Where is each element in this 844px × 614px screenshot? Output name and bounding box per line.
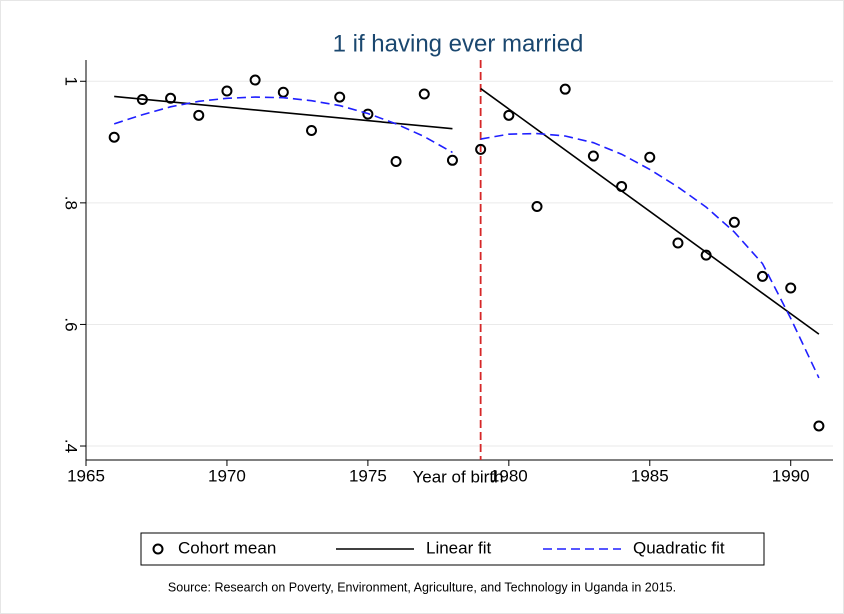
legend-box — [140, 532, 765, 566]
data-point — [785, 282, 797, 294]
data-point — [644, 151, 656, 163]
x-tick-label: 1970 — [208, 466, 246, 485]
data-point — [165, 92, 177, 104]
legend-label: Quadratic fit — [633, 538, 725, 557]
data-point — [531, 201, 543, 213]
data-point — [193, 109, 205, 121]
y-tick-label: .6 — [62, 317, 81, 331]
data-point — [334, 91, 346, 103]
data-point — [559, 83, 571, 95]
data-point — [277, 86, 289, 98]
legend-label: Linear fit — [426, 538, 491, 557]
data-point — [757, 270, 769, 282]
source-note: Source: Research on Poverty, Environment… — [168, 580, 676, 594]
data-point — [503, 109, 515, 121]
data-point — [418, 88, 430, 100]
data-point — [672, 237, 684, 249]
x-tick-label: 1980 — [490, 466, 528, 485]
legend-label: Cohort mean — [178, 538, 276, 557]
x-tick-label: 1965 — [67, 466, 105, 485]
x-tick-label: 1990 — [772, 466, 810, 485]
data-point — [475, 143, 487, 155]
data-point — [587, 150, 599, 162]
data-point — [390, 156, 402, 168]
data-point — [221, 85, 233, 97]
x-axis-title: Year of birth — [412, 467, 503, 486]
y-tick-label: 1 — [62, 77, 81, 86]
legend-symbol — [152, 543, 164, 555]
data-point — [306, 125, 318, 137]
y-tick-label: .4 — [62, 439, 81, 453]
data-point — [108, 131, 120, 143]
data-point — [446, 154, 458, 166]
x-tick-label: 1985 — [631, 466, 669, 485]
fit-line — [113, 96, 820, 379]
data-point — [813, 420, 825, 432]
data-point — [728, 216, 740, 228]
legend: Cohort mean Linear fit Quadratic fit — [152, 538, 725, 557]
data-point — [362, 108, 374, 120]
y-tick-label: .8 — [62, 196, 81, 210]
data-point — [249, 74, 261, 86]
chart-title: 1 if having ever married — [333, 30, 584, 57]
x-tick-label: 1975 — [349, 466, 387, 485]
